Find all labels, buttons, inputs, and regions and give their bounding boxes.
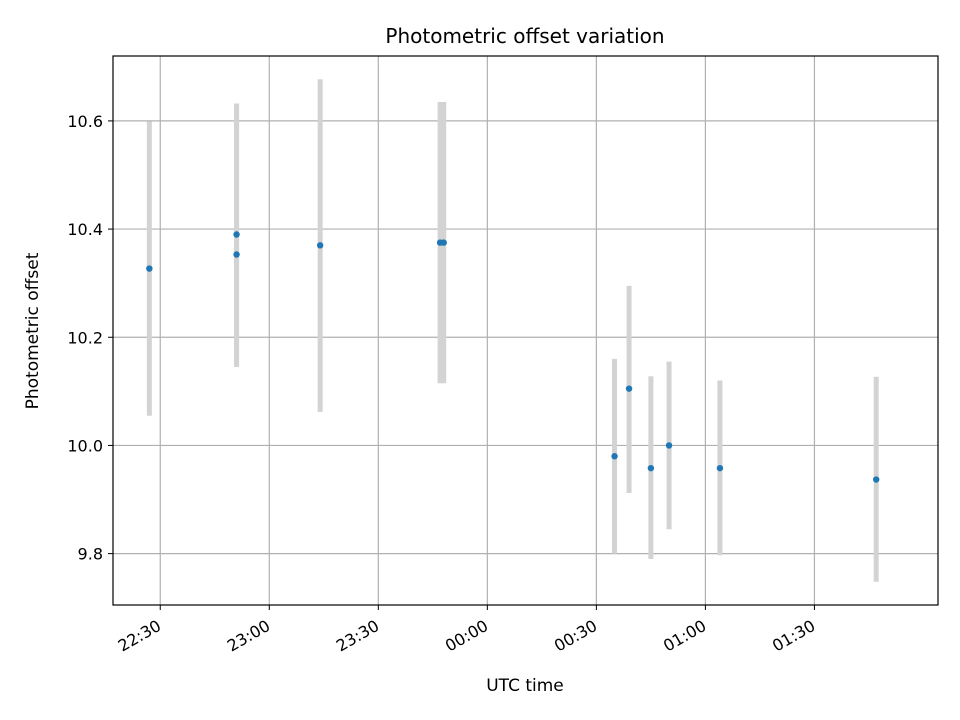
y-tick-label: 9.8: [78, 545, 103, 564]
data-point: [233, 231, 240, 238]
data-point: [625, 385, 633, 392]
data-point: [873, 476, 880, 483]
chart-title: Photometric offset variation: [385, 24, 664, 48]
data-point: [647, 464, 655, 472]
gridlines: [113, 56, 938, 605]
data-point: [316, 242, 324, 249]
data-point: [611, 453, 618, 460]
y-axis-ticks: 9.8 10.0 10.2 10.4 10.6: [67, 112, 113, 564]
data-point: [233, 251, 240, 258]
y-tick-label: 10.6: [67, 112, 103, 131]
data-points: [146, 231, 880, 483]
y-tick-label: 10.2: [67, 328, 103, 347]
data-point: [716, 464, 724, 472]
y-tick-label: 10.0: [67, 436, 103, 455]
data-point: [665, 442, 673, 449]
data-point: [440, 239, 447, 246]
y-axis-label: Photometric offset: [23, 252, 43, 409]
plot-frame: [112, 55, 939, 606]
data-point: [146, 265, 153, 272]
plot-area: [113, 56, 938, 605]
y-tick-label: 10.4: [67, 220, 103, 239]
x-axis-label: UTC time: [486, 676, 564, 696]
